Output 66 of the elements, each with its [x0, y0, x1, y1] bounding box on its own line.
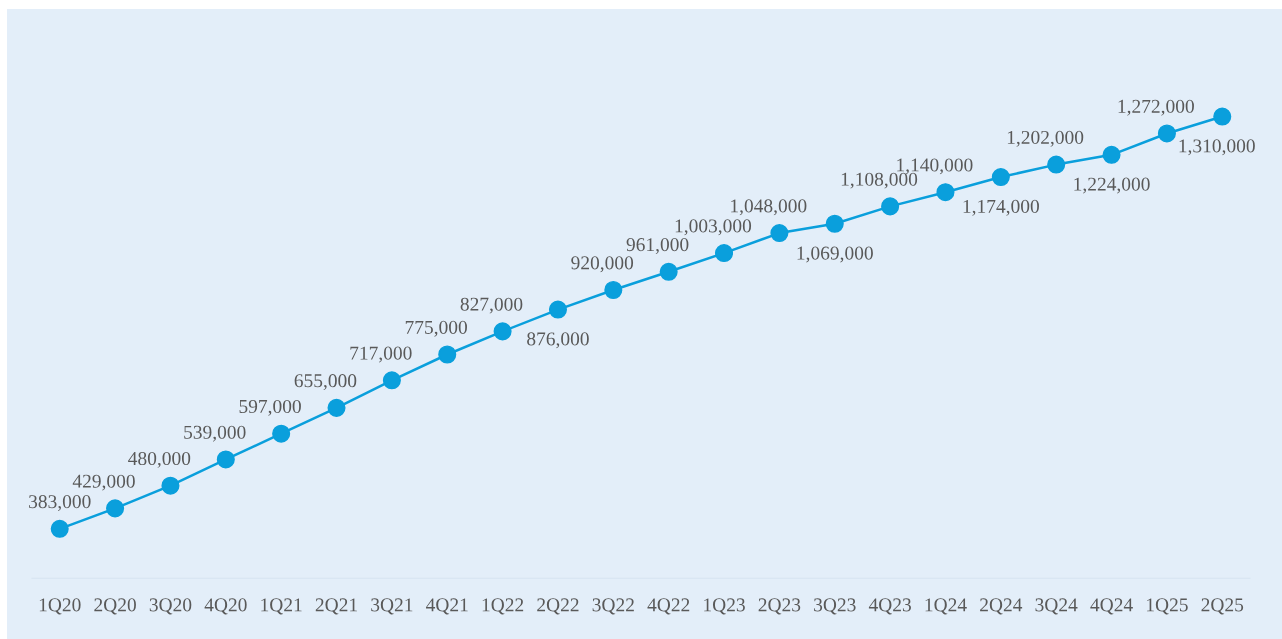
- point: [50, 519, 69, 538]
- data-label: 480,000: [128, 451, 191, 468]
- point: [715, 244, 734, 263]
- x-tick-label: 3Q20: [149, 598, 192, 615]
- data-label: 1,003,000: [675, 219, 752, 236]
- x-tick-label: 3Q23: [814, 598, 856, 615]
- point: [1102, 145, 1121, 164]
- point: [216, 450, 235, 469]
- point: [936, 183, 955, 202]
- point: [327, 398, 346, 417]
- data-label: 876,000: [527, 332, 589, 349]
- point: [1213, 107, 1232, 126]
- x-tick-label: 3Q21: [371, 598, 413, 615]
- x-tick-label: 2Q23: [758, 598, 801, 615]
- x-tick-label: 1Q24: [925, 598, 967, 615]
- point: [272, 424, 291, 443]
- x-tick-label: 4Q22: [647, 598, 690, 615]
- data-label: 429,000: [72, 474, 135, 491]
- data-label: 539,000: [184, 425, 246, 442]
- data-label: 1,108,000: [841, 172, 918, 189]
- x-tick-label: 1Q23: [704, 598, 745, 615]
- x-tick-label: 1Q22: [482, 598, 524, 615]
- point: [825, 214, 844, 233]
- x-tick-label: 3Q24: [1035, 598, 1078, 615]
- point: [493, 322, 512, 341]
- data-label: 1,202,000: [1007, 130, 1084, 147]
- data-label: 1,069,000: [797, 246, 873, 263]
- x-tick-label: 4Q21: [426, 598, 468, 615]
- x-tick-label: 1Q21: [261, 598, 302, 615]
- data-label: 1,140,000: [897, 158, 973, 175]
- point: [548, 300, 567, 319]
- x-tick-label: 2Q21: [315, 598, 357, 615]
- point: [382, 371, 401, 390]
- data-label: 1,310,000: [1179, 139, 1255, 156]
- x-tick-label: 4Q24: [1090, 598, 1133, 615]
- point: [1047, 155, 1066, 174]
- x-tick-label: 2Q20: [94, 598, 136, 615]
- data-label: 827,000: [460, 297, 523, 314]
- x-tick-label: 3Q22: [592, 598, 634, 615]
- point: [770, 224, 789, 243]
- data-label: 1,174,000: [963, 199, 1039, 216]
- data-label: 1,048,000: [731, 199, 807, 216]
- x-tick-label: 2Q24: [980, 598, 1023, 615]
- data-label: 775,000: [405, 320, 467, 337]
- point: [659, 262, 678, 281]
- point: [991, 168, 1010, 187]
- data-label: 383,000: [29, 495, 91, 512]
- point: [438, 345, 457, 364]
- point: [1157, 124, 1176, 143]
- data-label: 1,272,000: [1118, 99, 1194, 116]
- x-tick-label: 4Q23: [868, 598, 911, 615]
- point: [881, 197, 900, 216]
- x-tick-label: 1Q25: [1147, 598, 1188, 615]
- x-tick-label: 2Q22: [537, 598, 579, 615]
- point: [106, 499, 125, 518]
- data-label: 1,224,000: [1074, 177, 1150, 194]
- data-label: 920,000: [571, 256, 634, 273]
- x-tick-label: 4Q20: [204, 598, 247, 615]
- data-label: 655,000: [294, 374, 357, 391]
- x-tick-label: 1Q20: [39, 598, 81, 615]
- x-tick-label: 2Q25: [1201, 598, 1244, 615]
- data-label: 597,000: [239, 399, 301, 416]
- data-label: 961,000: [626, 238, 689, 254]
- point: [604, 280, 623, 300]
- data-label: 717,000: [350, 346, 412, 363]
- point: [161, 476, 180, 495]
